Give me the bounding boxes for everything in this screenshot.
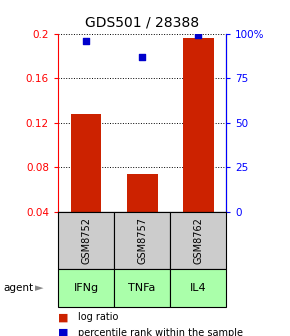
Bar [170,212,226,269]
Text: GSM8757: GSM8757 [137,217,147,264]
Point [140,54,144,59]
Text: IFNg: IFNg [73,283,99,293]
Bar [114,212,170,269]
Bar [58,212,114,269]
Text: TNFa: TNFa [128,283,156,293]
Text: IL4: IL4 [190,283,206,293]
Bar [70,114,102,212]
Text: ►: ► [35,283,44,293]
Text: percentile rank within the sample: percentile rank within the sample [78,328,243,336]
Text: GSM8752: GSM8752 [81,217,91,264]
Text: GDS501 / 28388: GDS501 / 28388 [85,15,199,29]
Bar [127,174,157,212]
Bar [170,269,226,307]
Point [84,38,88,43]
Bar [114,269,170,307]
Text: ■: ■ [58,328,68,336]
Text: GSM8762: GSM8762 [193,217,203,264]
Bar [183,38,213,212]
Text: ■: ■ [58,312,68,323]
Text: agent: agent [3,283,33,293]
Point [196,33,200,38]
Bar [58,269,114,307]
Text: log ratio: log ratio [78,312,119,323]
